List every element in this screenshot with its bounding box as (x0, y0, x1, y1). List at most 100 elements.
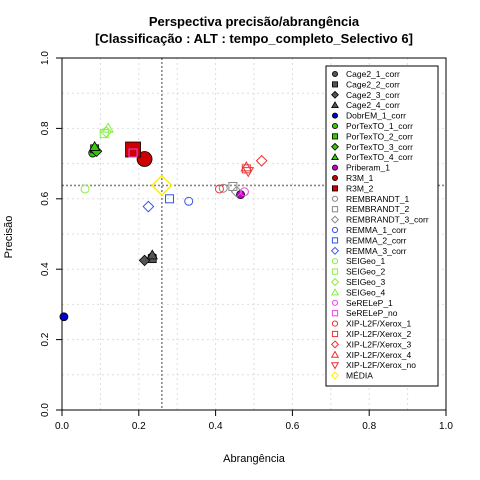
data-point-serelep-1 (239, 187, 249, 197)
data-points (59, 122, 268, 322)
legend-marker-serelep-1 (331, 299, 339, 306)
legend-label: XIP-L2F/Xerox_2 (346, 329, 411, 339)
legend-label: Cage2_2_corr (346, 79, 400, 89)
x-tick-label: 0.6 (285, 421, 299, 432)
legend-marker-portexto-3-corr (331, 142, 339, 151)
y-tick-label: 1.0 (40, 51, 51, 65)
legend-marker-rembrandt-3-corr (330, 215, 340, 224)
legend-marker-m-dia (330, 371, 340, 380)
legend-marker-remma-1-corr (331, 226, 339, 234)
y-tick-label: 0.6 (40, 191, 51, 205)
y-axis-label: Precisão (3, 216, 15, 259)
legend-label: Cage2_1_corr (346, 69, 400, 79)
x-tick-label: 0.0 (55, 421, 69, 432)
data-point-rembrandt-3-corr (230, 185, 243, 198)
data-point-portexto-4-corr (88, 140, 101, 151)
legend-marker-rembrandt-1 (331, 195, 339, 202)
data-point-seigeo-4 (102, 122, 114, 133)
legend-marker-xip-l2f-xerox-2 (331, 330, 339, 338)
legend-marker-xip-l2f-xerox-no (330, 362, 340, 370)
legend-label: REMBRANDT_1 (346, 194, 410, 204)
legend-marker-portexto-1-corr (331, 123, 338, 130)
legend-marker-seigeo-3 (330, 277, 340, 287)
chart-title: Perspectiva precisão/abrangência (149, 14, 360, 29)
legend-marker-xip-l2f-xerox-3 (330, 340, 340, 349)
legend-marker-xip-l2f-xerox-4 (330, 350, 340, 358)
legend-marker-portexto-2-corr (331, 133, 338, 140)
legend-marker-r3m-1 (331, 174, 338, 181)
legend-marker-priberam-1 (331, 164, 338, 171)
data-point-rembrandt-2 (228, 181, 238, 191)
legend-label: Priberam_1 (346, 163, 390, 173)
data-point-xip-l2f-xerox-no (242, 167, 255, 178)
legend-marker-cage2-4-corr (331, 101, 339, 109)
legend-marker-rembrandt-2 (331, 206, 339, 213)
legend-label: REMBRANDT_3_corr (346, 215, 429, 225)
legend-label: REMBRANDT_2 (346, 204, 410, 214)
legend-marker-xip-l2f-xerox-1 (331, 320, 339, 327)
data-point-rembrandt-1 (218, 183, 228, 193)
legend-label: XIP-L2F/Xerox_4 (346, 350, 411, 360)
legend-label: REMMA_2_corr (346, 235, 407, 245)
legend-label: XIP-L2F/Xerox_1 (346, 319, 411, 329)
legend-label: SeRELeP_1 (346, 298, 393, 308)
data-point-remma-1-corr (184, 196, 194, 206)
x-tick-label: 0.2 (132, 421, 146, 432)
legend-label: REMMA_1_corr (346, 225, 407, 235)
legend-label: DobrEM_1_corr (346, 111, 406, 121)
data-point-remma-3-corr (142, 200, 155, 213)
legend-label: XIP-L2F/Xerox_no (346, 360, 416, 370)
x-tick-label: 1.0 (439, 421, 453, 432)
data-point-xip-l2f-xerox-4 (240, 161, 253, 172)
data-point-seigeo-1 (80, 184, 90, 194)
legend-marker-seigeo-4 (330, 288, 340, 296)
plot-frame (61, 57, 447, 411)
legend-marker-cage2-1-corr (331, 71, 338, 78)
y-tick-label: 0.2 (40, 332, 51, 346)
legend-label: MÉDIA (346, 371, 373, 381)
legend-label: R3M_1 (346, 173, 374, 183)
y-tick-label: 0.4 (40, 262, 51, 276)
legend-label: XIP-L2F/Xerox_3 (346, 339, 411, 349)
x-tick-label: 0.8 (362, 421, 376, 432)
legend-label: SEIGeo_4 (346, 287, 385, 297)
y-tick-label: 0.8 (40, 121, 51, 135)
legend-label: SeRELeP_no (346, 308, 398, 318)
data-point-remma-2-corr (165, 194, 175, 204)
data-point-dobrem-1-corr (59, 312, 69, 322)
legend-marker-portexto-4-corr (331, 153, 339, 161)
legend-marker-seigeo-1 (331, 258, 339, 265)
legend-marker-seigeo-2 (331, 268, 339, 275)
x-axis-ticks: 0.0 0.2 0.4 0.6 0.8 1.0 (55, 410, 453, 432)
legend-label: PorTexTO_3_corr (346, 142, 413, 152)
legend-label: REMMA_3_corr (346, 246, 407, 256)
legend-label: PorTexTO_1_corr (346, 121, 413, 131)
legend-label: R3M_2 (346, 183, 374, 193)
data-point-serelep-no (128, 148, 138, 158)
x-tick-label: 0.4 (209, 421, 223, 432)
legend-label: Cage2_3_corr (346, 90, 400, 100)
legend-marker-dobrem-1-corr (331, 112, 338, 119)
legend: Cage2_1_corrCage2_2_corrCage2_3_corrCage… (325, 65, 439, 387)
legend-label: SEIGeo_2 (346, 267, 385, 277)
legend-label: SEIGeo_3 (346, 277, 385, 287)
data-point-xip-l2f-xerox-1 (214, 184, 224, 194)
legend-label: SEIGeo_1 (346, 256, 385, 266)
data-point-m-dia (151, 174, 173, 197)
data-point-xip-l2f-xerox-3 (255, 154, 268, 167)
legend-marker-remma-3-corr (330, 246, 340, 255)
y-tick-label: 0.0 (40, 403, 51, 417)
y-axis-ticks: 0.0 0.2 0.4 0.6 0.8 1.0 (40, 51, 62, 417)
legend-label: Cage2_4_corr (346, 100, 400, 110)
legend-marker-serelep-no (331, 310, 339, 317)
legend-label: PorTexTO_4_corr (346, 152, 413, 162)
data-point-seigeo-3 (100, 126, 113, 138)
legend-label: PorTexTO_2_corr (346, 131, 413, 141)
chart-subtitle: [Classificação : ALT : tempo_completo_Se… (95, 31, 413, 46)
legend-marker-cage2-3-corr (331, 90, 339, 99)
legend-box (325, 65, 439, 387)
legend-marker-r3m-2 (331, 185, 338, 192)
data-point-cage2-4-corr (146, 249, 158, 260)
legend-marker-cage2-2-corr (331, 81, 338, 88)
